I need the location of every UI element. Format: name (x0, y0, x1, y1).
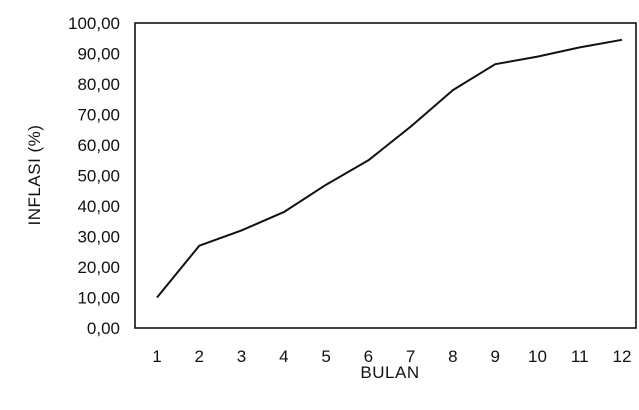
series-line (156, 38, 623, 299)
x-axis-ticks: 1 2 3 4 5 6 7 8 9 10 11 12 (152, 347, 631, 366)
x-tick-label: 8 (448, 347, 457, 366)
x-tick-label: 11 (571, 347, 589, 366)
y-axis-ticks: 0,00 10,00 20,00 30,00 40,00 50,00 60,00 70,00 8… (68, 14, 120, 338)
y-tick-label: 20,00 (77, 258, 120, 277)
x-tick-label: 2 (195, 347, 204, 366)
plot-frame (134, 22, 637, 329)
x-tick-label: 6 (364, 347, 373, 366)
x-tick-label: 4 (279, 347, 288, 366)
y-tick-label: 70,00 (77, 106, 120, 125)
series-group (156, 38, 623, 299)
y-tick-label: 30,00 (77, 228, 120, 247)
y-tick-label: 90,00 (77, 45, 120, 64)
x-tick-label: 7 (406, 347, 415, 366)
y-tick-label: 100,00 (68, 14, 120, 33)
y-axis-title: INFLASI (%) (25, 125, 44, 226)
x-tick-label: 5 (321, 347, 330, 366)
x-tick-label: 9 (490, 347, 499, 366)
x-tick-label: 10 (528, 347, 547, 366)
y-tick-label: 10,00 (77, 289, 120, 308)
y-tick-label: 50,00 (77, 167, 120, 186)
x-tick-label: 1 (152, 347, 161, 366)
y-tick-label: 60,00 (77, 136, 120, 155)
x-tick-label: 3 (237, 347, 246, 366)
x-tick-label: 12 (613, 347, 632, 366)
y-tick-label: 0,00 (87, 319, 120, 338)
y-tick-label: 80,00 (77, 75, 120, 94)
y-tick-label: 40,00 (77, 197, 120, 216)
x-axis-title: BULAN (360, 363, 419, 382)
